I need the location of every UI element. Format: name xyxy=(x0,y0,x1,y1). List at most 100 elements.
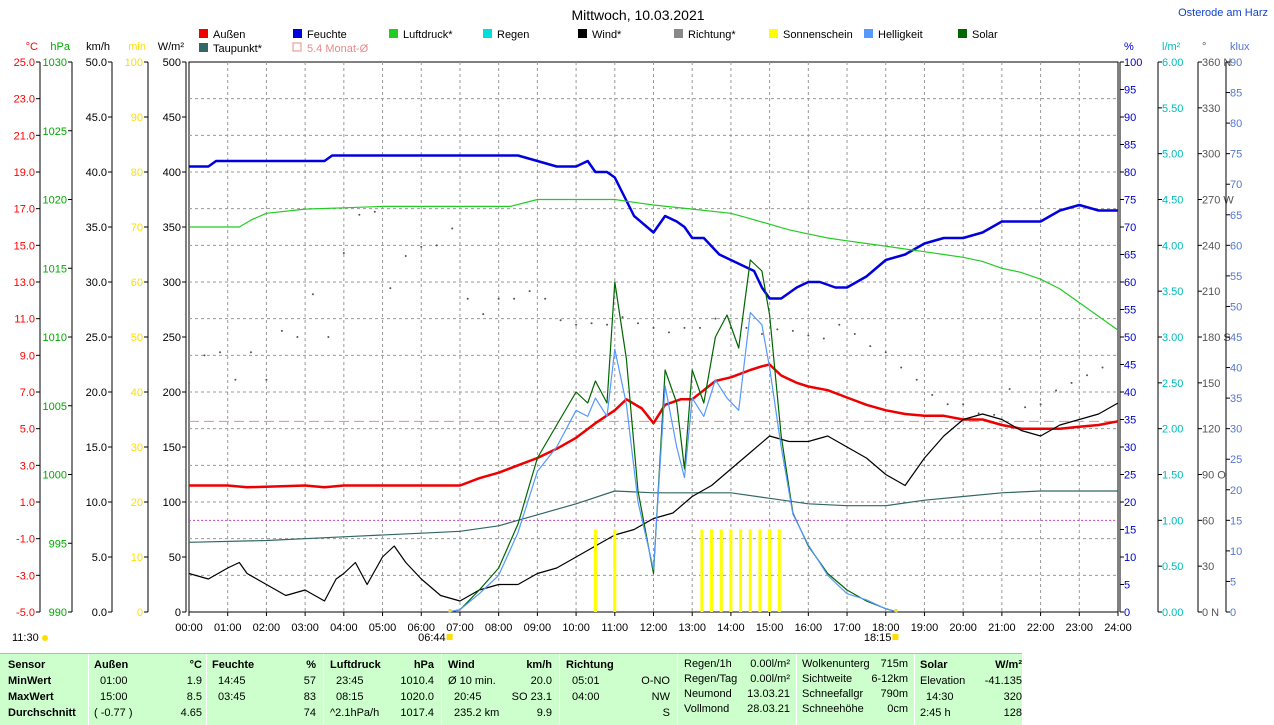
direction-point xyxy=(791,329,794,332)
axis-tick-label-left: 30.0 xyxy=(86,277,107,289)
x-tick-label: 20:00 xyxy=(949,622,977,634)
axis-tick-label-left: 1020 xyxy=(43,195,67,207)
feuchte-max-time: 03:45 xyxy=(218,691,246,703)
axis-tick-label-left: -5.0 xyxy=(16,607,35,619)
sunset-label: 18:15 xyxy=(864,632,892,644)
direction-point xyxy=(188,381,190,384)
axis-tick-label-right: 60 xyxy=(1124,277,1136,289)
aussen-min-time: 01:00 xyxy=(100,675,128,687)
axis-tick-label-right: 240 xyxy=(1202,240,1220,252)
wind-row1-value: 20.0 xyxy=(530,675,552,687)
direction-point xyxy=(853,332,856,335)
axis-unit-right: ° xyxy=(1202,41,1206,53)
axis-tick-label-right: 210 xyxy=(1202,286,1220,298)
legend-swatch xyxy=(389,29,398,38)
legend-label: Außen xyxy=(213,29,245,41)
sunrise-marker-icon xyxy=(446,634,453,640)
series-line-solar xyxy=(448,259,898,613)
sunset-axis-marker xyxy=(894,609,898,612)
direction-point xyxy=(311,293,314,296)
axis-tick-label-right: 0.50 xyxy=(1162,561,1183,573)
axis-tick-label-left: 21.0 xyxy=(14,130,35,142)
axis-tick-label-right: 100 xyxy=(1124,57,1142,69)
direction-point xyxy=(760,332,763,335)
luftdruck-min-value: 1010.4 xyxy=(400,675,434,687)
axis-unit-left: km/h xyxy=(86,41,110,53)
summary-panel: Sensor MinWert MaxWert Durchschnitt Auße… xyxy=(0,653,1022,725)
axis-tick-label-left: 1.0 xyxy=(20,497,35,509)
axis-tick-label-left: 100 xyxy=(125,57,143,69)
axis-tick-label-right: 80 xyxy=(1230,118,1242,130)
luftdruck-trend: ^2.1hPa/h xyxy=(330,707,380,719)
luftdruck-unit: hPa xyxy=(413,659,434,671)
axis-tick-label-right: 85 xyxy=(1230,88,1242,100)
axis-tick-label-left: 100 xyxy=(163,497,181,509)
wind-max-value: SO 23.1 xyxy=(511,691,552,703)
x-tick-label: 21:00 xyxy=(988,622,1016,634)
legend-label: Taupunkt* xyxy=(213,43,263,55)
axis-tick-label-right: 5 xyxy=(1124,580,1130,592)
feuchte-header: Feuchte xyxy=(212,659,255,671)
axis-tick-label-right: 0.00 xyxy=(1162,607,1183,619)
direction-point xyxy=(652,326,655,329)
legend-label: Helligkeit xyxy=(878,29,923,41)
wolken-label: Wolkenunterg xyxy=(802,658,870,670)
legend-swatch xyxy=(769,29,778,38)
feuchte-max-value: 83 xyxy=(303,691,316,703)
axis-tick-label-right: 25 xyxy=(1124,470,1136,482)
axis-tick-label-left: 35.0 xyxy=(86,222,107,234)
axis-tick-label-right: 60 xyxy=(1202,515,1214,527)
direction-point xyxy=(234,378,237,381)
axis-tick-label-left: -3.0 xyxy=(16,570,35,582)
axis-tick-label-right: 40 xyxy=(1230,363,1242,375)
direction-point xyxy=(637,322,640,325)
axis-tick-label-right: 40 xyxy=(1124,387,1136,399)
axis-tick-label-left: 15.0 xyxy=(14,240,35,252)
vollmond-label: Vollmond xyxy=(684,703,730,715)
weather-chart: Mittwoch, 10.03.2021 Osterode am Harz Au… xyxy=(12,7,1268,644)
axis-tick-label-left: 50 xyxy=(131,332,143,344)
regen-tag-label: Regen/Tag xyxy=(684,673,738,685)
axis-tick-label-left: 1000 xyxy=(43,470,67,482)
x-tick-label: 04:00 xyxy=(330,622,358,634)
series xyxy=(188,154,1119,613)
axis-tick-label-right: 300 xyxy=(1202,149,1220,161)
axis-tick-label-right: 1.50 xyxy=(1162,470,1183,482)
wind-distance: 235.2 km xyxy=(454,707,500,719)
x-tick-label: 01:00 xyxy=(214,622,242,634)
direction-point xyxy=(389,287,392,290)
axis-tick-label-right: 5.50 xyxy=(1162,103,1183,115)
direction-point xyxy=(900,366,903,369)
axis-tick-label-right: 25 xyxy=(1230,454,1242,466)
axis-tick-label-right: 0 xyxy=(1230,607,1236,619)
axis-tick-label-left: 40.0 xyxy=(86,167,107,179)
aussen-max-value: 8.5 xyxy=(186,691,202,703)
axis-tick-label-left: 20 xyxy=(131,497,143,509)
solar-avg-value: 128 xyxy=(1003,707,1022,719)
direction-point xyxy=(342,251,345,254)
luftdruck-min-time: 23:45 xyxy=(336,675,364,687)
direction-point xyxy=(683,326,686,329)
luftdruck-max-time: 08:15 xyxy=(336,691,364,703)
direction-point xyxy=(513,297,516,300)
axis-tick-label-right: 2.50 xyxy=(1162,378,1183,390)
x-tick-label: 19:00 xyxy=(911,622,939,634)
legend-swatch xyxy=(578,29,587,38)
aussen-min-value: 1.9 xyxy=(186,675,202,687)
series-line-au-en xyxy=(189,363,1119,489)
axis-tick-label-left: 11.0 xyxy=(14,314,35,326)
direction-point xyxy=(1086,374,1089,377)
axis-tick-label-left: 10 xyxy=(131,552,143,564)
x-tick-label: 15:00 xyxy=(756,622,784,634)
solar-duration: 2:45 h xyxy=(920,707,951,719)
axis-tick-label-left: 25.0 xyxy=(86,332,107,344)
axis-tick-label-left: 5.0 xyxy=(92,552,107,564)
x-tick-label: 22:00 xyxy=(1027,622,1055,634)
axis-tick-label-left: 50.0 xyxy=(86,57,107,69)
axis-tick-label-left: 9.0 xyxy=(20,350,35,362)
sensor-header: Sensor xyxy=(8,659,46,671)
x-tick-label: 02:00 xyxy=(253,622,281,634)
solar-max-time: 14:30 xyxy=(926,691,954,703)
sunrise-label: 06:44 xyxy=(418,632,446,644)
direction-point xyxy=(528,290,531,293)
